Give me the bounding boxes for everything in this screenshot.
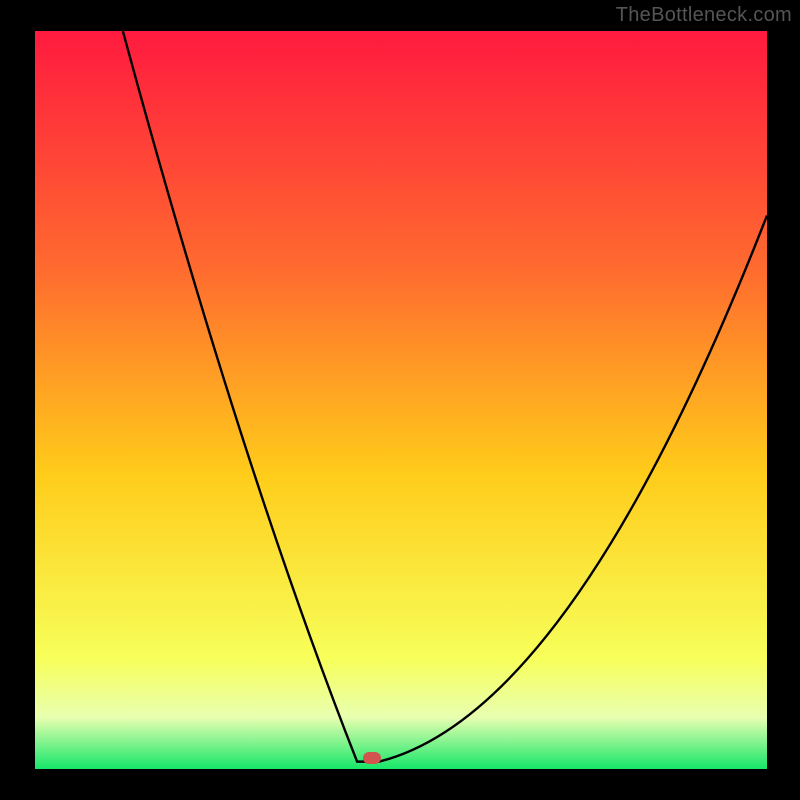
optimal-point-marker [363,752,381,764]
bottleneck-curve [35,31,767,769]
watermark-text: TheBottleneck.com [616,4,792,27]
chart-plot-area [35,31,767,769]
curve-path [123,31,767,762]
